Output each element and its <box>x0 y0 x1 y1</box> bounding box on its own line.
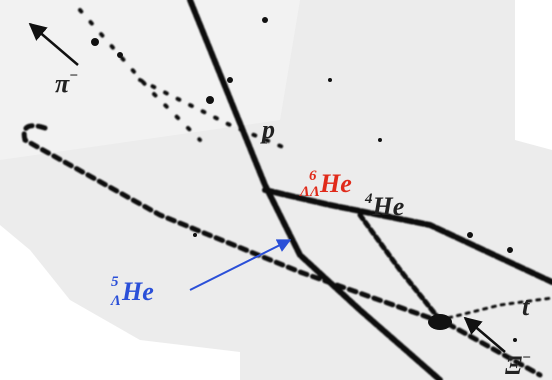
label-sub: Λ <box>110 293 121 309</box>
label-sup: − <box>69 68 78 84</box>
label-text: He <box>121 277 154 306</box>
label: p <box>260 115 275 144</box>
label-sup: 5 <box>111 274 119 290</box>
label-sup: 6 <box>309 168 317 184</box>
label-text: Ξ <box>505 351 522 380</box>
label-text: p <box>260 115 275 144</box>
label-text: π <box>55 69 70 98</box>
label-text: t <box>522 292 530 321</box>
label-sub: ΛΛ <box>299 184 320 200</box>
label: t <box>522 292 530 321</box>
emulsion-image: π− p ΛΛ6He 4He Λ5He t Ξ− <box>0 0 552 380</box>
label-text: He <box>372 192 405 221</box>
label-sup: − <box>522 350 531 366</box>
vertex-blob <box>428 314 452 330</box>
label-text: He <box>319 169 352 198</box>
page: π− p ΛΛ6He 4He Λ5He t Ξ− (() => { const … <box>0 0 552 380</box>
